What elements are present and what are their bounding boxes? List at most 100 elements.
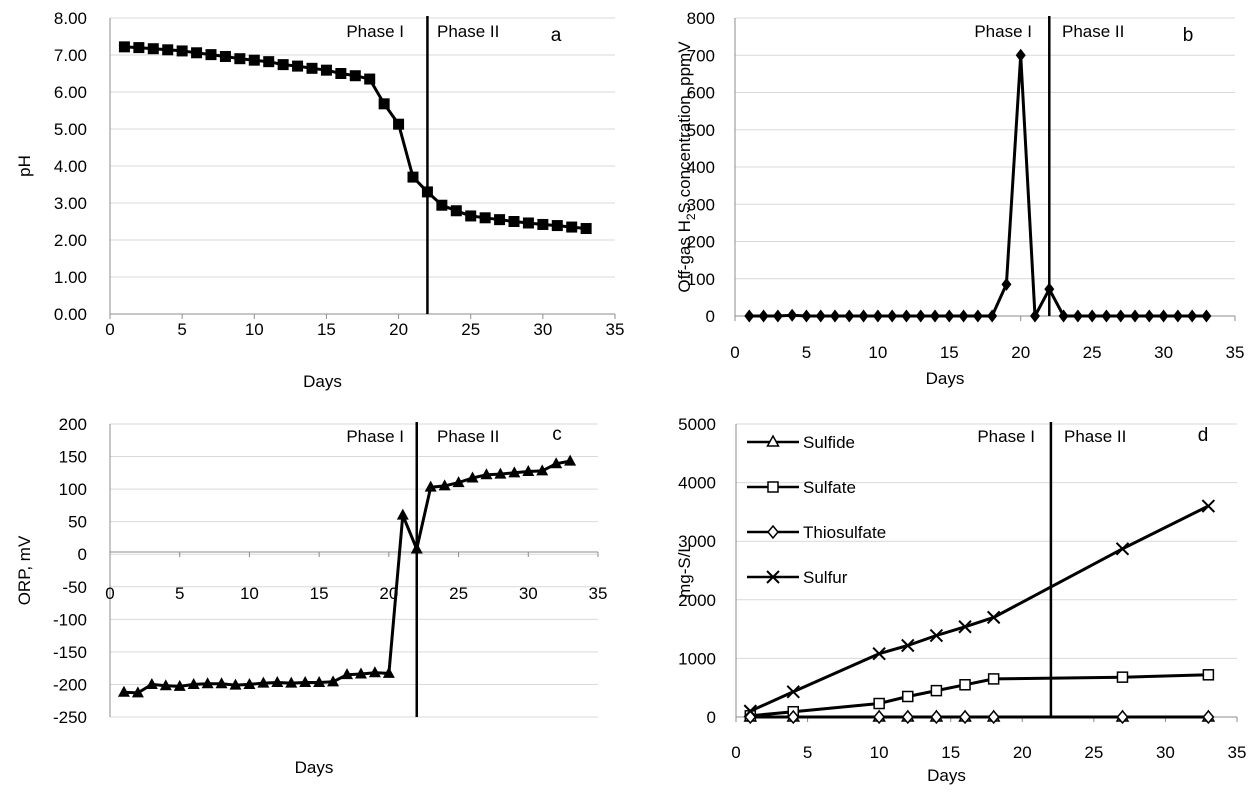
y-tick-label-d: 5000: [678, 415, 716, 434]
data-point-b: [1058, 309, 1069, 323]
data-point-d: [786, 685, 800, 699]
data-point-c: [117, 685, 130, 697]
legend-marker-sulfide: [766, 434, 780, 447]
phase-1-label-b: Phase I: [974, 22, 1032, 41]
data-point-d: [958, 620, 972, 634]
data-point-a: [118, 41, 130, 53]
data-point-a: [479, 212, 491, 224]
legend-label-thiosulfate: Thiosulfate: [803, 523, 886, 542]
x-tick-label-a: 30: [533, 320, 552, 339]
data-point-d: [901, 638, 915, 653]
x-tick-label-b: 15: [940, 343, 959, 362]
data-point-a: [248, 54, 260, 66]
data-point-a: [450, 205, 462, 217]
data-point-a: [335, 68, 347, 79]
legend-d: Sulfide Sulfate Thiosulfate Sulfur: [747, 433, 886, 587]
data-point-b: [772, 309, 783, 323]
data-point-d: [930, 684, 943, 697]
data-point-a: [393, 118, 405, 130]
data-point-c: [201, 677, 214, 689]
chart-panel-c: -250 -200 -150 -100 -50 0 50 100 150 200 0 5 10 15 20 2…: [15, 415, 607, 777]
data-point-c: [173, 679, 186, 691]
data-point-b: [844, 309, 855, 323]
data-point-c: [368, 666, 381, 678]
data-point-d: [901, 709, 914, 725]
data-point-c: [536, 464, 549, 476]
data-point-a: [147, 43, 159, 55]
y-tick-label-a: 7.00: [54, 46, 87, 65]
y-tick-label-d: 4000: [678, 474, 716, 493]
data-point-a: [263, 56, 275, 68]
panel-label-c: c: [552, 424, 562, 445]
x-tick-label-d: 5: [803, 743, 812, 762]
data-point-c: [299, 675, 312, 687]
data-point-a: [133, 42, 145, 54]
legend-label-sulfur: Sulfur: [803, 568, 848, 587]
data-point-d: [743, 704, 758, 718]
data-point-c: [508, 466, 521, 478]
x-tick-label-d: 35: [1228, 743, 1247, 762]
data-point-a: [219, 50, 231, 62]
data-point-b: [1101, 309, 1112, 323]
x-tick-label-c: 20: [379, 584, 398, 603]
data-point-b: [972, 309, 983, 323]
data-point-a: [292, 60, 304, 72]
data-point-d: [987, 709, 1000, 725]
data-point-b: [830, 309, 840, 323]
data-point-b: [987, 309, 998, 323]
data-point-c: [550, 457, 563, 469]
data-point-c: [466, 471, 479, 483]
x-tick-label-c: 5: [175, 584, 184, 603]
data-point-b: [1187, 309, 1198, 323]
data-point-b: [1158, 309, 1169, 323]
data-point-d: [787, 709, 800, 725]
chart-panel-b: 0 100 200 300 400 500 600 700 800 0 5 10 15 20 25 30 35 D…: [675, 9, 1244, 388]
panel-label-b: b: [1183, 25, 1194, 46]
data-point-a: [407, 171, 419, 183]
data-point-d: [1115, 542, 1130, 556]
phase-1-label-a: Phase I: [346, 22, 404, 41]
data-point-c: [354, 667, 367, 679]
data-point-a: [349, 70, 361, 82]
x-tick-label-c: 25: [449, 584, 468, 603]
legend-label-sulfide: Sulfide: [803, 433, 855, 452]
panel-label-a: a: [551, 25, 562, 46]
data-point-a: [580, 223, 592, 235]
y-tick-label-a: 2.00: [54, 231, 87, 250]
phase-2-label-a: Phase II: [437, 22, 499, 41]
y-tick-label-b: 700: [687, 46, 715, 65]
x-tick-label-a: 15: [317, 320, 336, 339]
x-tick-label-a: 5: [177, 320, 186, 339]
series-line-c-0: [123, 459, 571, 695]
data-point-d: [1202, 669, 1215, 681]
x-tick-label-a: 10: [245, 320, 264, 339]
x-tick-label-b: 10: [868, 343, 887, 362]
data-point-b: [944, 309, 955, 323]
data-point-b: [872, 309, 883, 323]
data-point-b: [815, 309, 826, 323]
y-tick-label-d: 0: [707, 708, 716, 727]
x-tick-label-b: 20: [1011, 343, 1030, 362]
data-point-c: [215, 677, 228, 689]
data-point-c: [159, 679, 172, 691]
data-point-b: [758, 309, 769, 323]
y-tick-label-b: 500: [687, 121, 715, 140]
x-tick-label-c: 15: [310, 584, 329, 603]
data-point-b: [1130, 309, 1140, 323]
data-point-b: [1172, 309, 1183, 323]
x-tick-label-d: 15: [941, 743, 960, 762]
y-axis-title-part: Off-gas H: [675, 220, 694, 292]
data-point-d: [929, 628, 944, 643]
x-tick-label-c: 10: [240, 584, 259, 603]
y-tick-label-b: 600: [687, 84, 715, 103]
data-point-a: [436, 199, 448, 211]
data-point-c: [187, 677, 200, 689]
data-point-a: [537, 218, 549, 230]
data-point-d: [986, 610, 1001, 625]
data-point-d: [1116, 709, 1129, 725]
chart-panel-d: 0 1000 2000 3000 4000 5000 0 5 10 15 20 25 30 35 Days m…: [675, 415, 1246, 785]
y-tick-label-a: 3.00: [54, 194, 87, 213]
legend-marker-sulfate: [767, 481, 779, 493]
x-tick-label-b: 30: [1154, 343, 1173, 362]
